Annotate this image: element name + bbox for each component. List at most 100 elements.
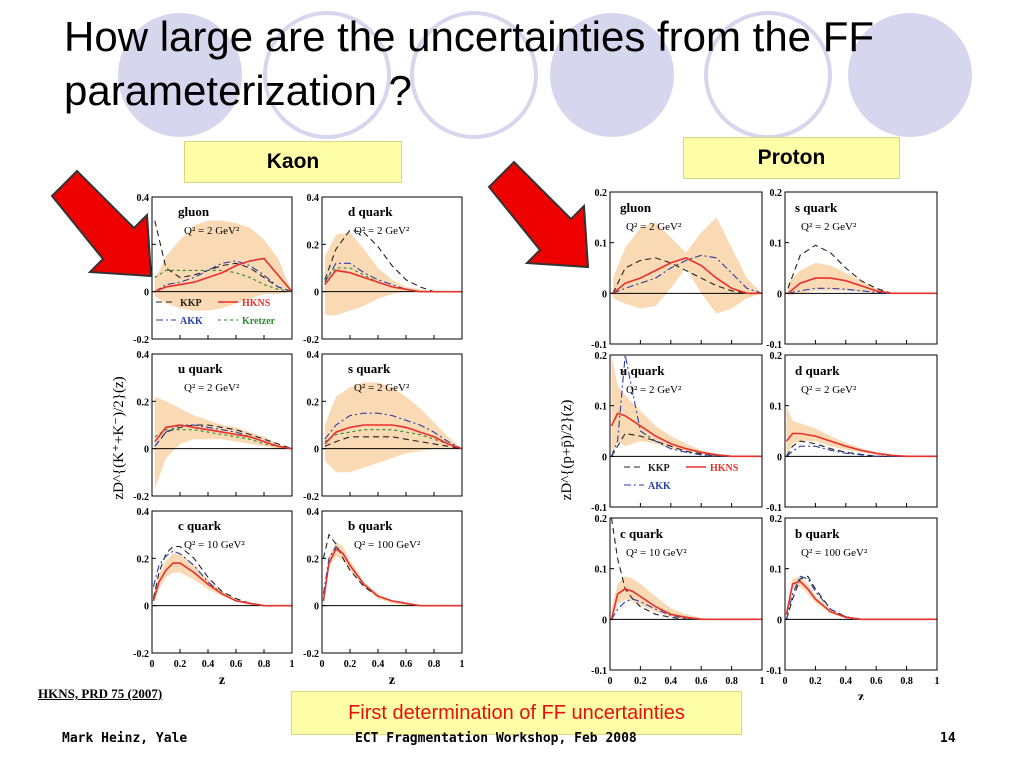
y-tick-label: -0.2 [133, 335, 149, 346]
panel-frame [321, 196, 463, 340]
panel-gluon: 0.4 0.2 0 -0.2 gluon Q² = 2 GeV² KKP HKNS AKK Kre… [133, 193, 293, 346]
y-tick-label: 0 [602, 289, 607, 300]
curve-akk [785, 575, 937, 620]
curve-hkns [152, 562, 292, 607]
curve-kkp [154, 424, 293, 450]
y-tick-label: 0.4 [137, 507, 150, 518]
uncertainty-band [611, 576, 762, 620]
y-tick-label: 0.4 [307, 507, 320, 518]
y-tick-label: -0.1 [766, 340, 782, 351]
panel-scale: Q² = 10 GeV² [184, 539, 245, 551]
reference-citation[interactable]: HKNS, PRD 75 (2007) [38, 686, 163, 701]
y-tick-label: 0.1 [595, 402, 608, 413]
panel-frame [321, 353, 463, 497]
legend-label: Kretzer [242, 316, 276, 327]
uncertainty-band [324, 232, 462, 316]
panel-frame [784, 517, 938, 671]
uncertainty-band [153, 553, 292, 606]
x-tick-label: 0.6 [230, 659, 243, 670]
panel-label: gluon [620, 200, 652, 215]
x-tick-label: 1 [460, 659, 465, 670]
curve-akk [324, 412, 463, 450]
decorative-circle [410, 11, 538, 139]
x-tick-label: 0.8 [725, 676, 738, 687]
x-axis-label: z [219, 673, 225, 688]
curve-kkp [324, 229, 462, 293]
panel-scale: Q² = 2 GeV² [184, 225, 240, 237]
curve-kkp [324, 436, 463, 450]
x-tick-label: 0.8 [900, 676, 913, 687]
curve-akk [612, 254, 763, 294]
footer-page-number: 14 [940, 731, 956, 746]
panel-scale: Q² = 2 GeV² [626, 221, 682, 233]
panel-label: u quark [620, 363, 665, 378]
decorative-circle [118, 13, 242, 137]
curve-hkns [787, 277, 937, 295]
uncertainty-band [788, 262, 937, 296]
y-tick-label: 0.2 [137, 554, 150, 565]
x-tick-label: 0 [320, 659, 325, 670]
legend-label: KKP [648, 463, 670, 474]
panel-s-quark: 0.2 0.1 0 -0.1 s quark Q² = 2 GeV² [766, 188, 938, 351]
y-tick-label: 0.4 [137, 193, 150, 204]
panel-u-quark: 0.2 0.1 0 -0.1 u quark Q² = 2 GeV² KKP HKNS AKK [591, 351, 763, 514]
y-tick-label: -0.2 [303, 649, 319, 660]
y-tick-label: 0.2 [770, 351, 783, 362]
x-tick-label: 0.4 [840, 676, 853, 687]
y-tick-label: -0.2 [133, 649, 149, 660]
panel-label: b quark [795, 526, 840, 541]
panel-frame [784, 354, 938, 508]
kaon-label: Kaon [184, 141, 402, 183]
curve-hkns [612, 257, 762, 295]
y-tick-label: 0 [314, 602, 319, 613]
x-axis-label: z [858, 690, 864, 700]
curve-hkns [785, 580, 937, 621]
panel-label: b quark [348, 518, 393, 533]
panel-s-quark: 0.4 0.2 0 -0.2 s quark Q² = 2 GeV² [303, 350, 463, 503]
uncertainty-band [323, 541, 462, 606]
y-tick-label: 0.2 [137, 240, 150, 251]
y-tick-label: 0.2 [307, 240, 320, 251]
y-tick-label: 0.1 [595, 239, 608, 250]
y-tick-label: 0 [777, 615, 782, 626]
y-tick-label: 0.2 [137, 397, 150, 408]
curve-hkns [154, 424, 293, 450]
curve-hkns [154, 257, 293, 293]
decorative-circles [118, 11, 972, 139]
title-line-2: parameterization ? [64, 67, 412, 114]
panel-frame [609, 517, 763, 671]
legend: KKP HKNS AKK [624, 463, 739, 492]
x-tick-label: 0.6 [870, 676, 883, 687]
y-axis-label: zD^{(K⁺+K⁻)/2}(z) [112, 376, 127, 499]
y-tick-label: -0.1 [591, 340, 607, 351]
panel-frame [151, 510, 293, 654]
x-tick-label: 0.2 [344, 659, 357, 670]
y-tick-label: -0.2 [303, 492, 319, 503]
x-tick-label: 1 [935, 676, 940, 687]
x-tick-label: 0.2 [634, 676, 647, 687]
x-tick-label: 0.8 [258, 659, 271, 670]
y-tick-label: 0 [144, 288, 149, 299]
panel-label: d quark [795, 363, 840, 378]
y-tick-label: 0 [314, 445, 319, 456]
legend-label: AKK [648, 481, 671, 492]
y-tick-label: 0.2 [595, 351, 608, 362]
panel-d-quark: 0.2 0.1 0 -0.1 d quark Q² = 2 GeV² [766, 351, 938, 514]
uncertainty-band [613, 217, 762, 314]
x-tick-label: 0.6 [695, 676, 708, 687]
y-tick-label: 0 [144, 445, 149, 456]
footer-author: Mark Heinz, Yale [62, 731, 188, 746]
y-tick-label: 0.2 [595, 514, 608, 525]
curve-kkp [785, 575, 937, 620]
y-tick-label: 0.1 [595, 565, 608, 576]
y-tick-label: 0 [314, 288, 319, 299]
y-tick-label: 0.2 [770, 514, 783, 525]
y-tick-label: -0.1 [591, 503, 607, 514]
uncertainty-band [324, 382, 462, 473]
curve-kkp [154, 220, 293, 293]
legend-label: HKNS [242, 298, 271, 309]
